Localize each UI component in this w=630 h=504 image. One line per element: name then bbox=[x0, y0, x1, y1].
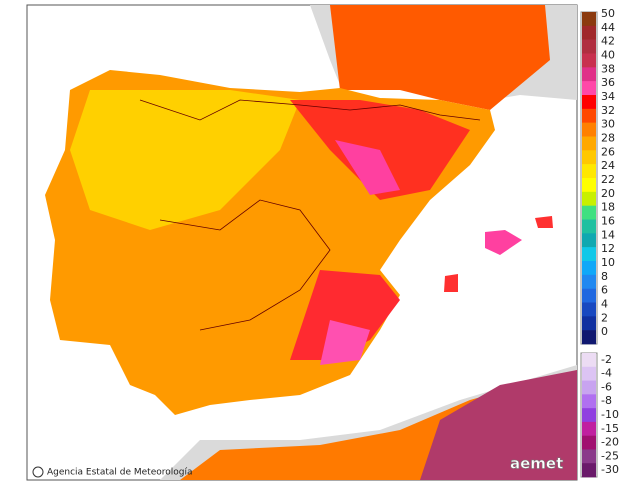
legend-swatch bbox=[582, 408, 596, 423]
legend-label: -20 bbox=[601, 436, 619, 449]
legend-swatch bbox=[582, 247, 596, 262]
legend-label: 34 bbox=[601, 90, 615, 103]
africa-hot bbox=[420, 370, 577, 480]
legend-label: 8 bbox=[601, 270, 608, 283]
legend-swatch bbox=[582, 108, 596, 123]
credit-text: Agencia Estatal de Meteorología bbox=[47, 468, 193, 478]
legend-swatch bbox=[582, 12, 596, 27]
legend-label: -2 bbox=[601, 353, 612, 366]
legend-swatch bbox=[582, 449, 596, 464]
logo-text: aemet bbox=[510, 455, 563, 473]
legend-label: 40 bbox=[601, 49, 615, 62]
legend-swatch bbox=[582, 95, 596, 110]
legend-label: -30 bbox=[601, 463, 619, 476]
legend-swatch bbox=[582, 353, 596, 368]
legend-swatch bbox=[582, 150, 596, 165]
legend-swatch bbox=[582, 394, 596, 409]
legend-label: 32 bbox=[601, 104, 615, 117]
legend-label: -8 bbox=[601, 394, 612, 407]
legend-label: 20 bbox=[601, 187, 615, 200]
legend-swatch bbox=[582, 330, 596, 345]
france-heat bbox=[330, 5, 550, 110]
legend-label: 10 bbox=[601, 256, 615, 269]
legend-label: -4 bbox=[601, 367, 612, 380]
legend-label: 18 bbox=[601, 201, 615, 214]
legend-swatch bbox=[582, 136, 596, 151]
legend-swatch bbox=[582, 274, 596, 289]
copyright-icon bbox=[32, 466, 44, 478]
legend-label: 42 bbox=[601, 35, 615, 48]
legend-swatch bbox=[582, 435, 596, 450]
legend-label: -10 bbox=[601, 408, 619, 421]
legend-swatch bbox=[582, 205, 596, 220]
border-lines bbox=[139, 99, 481, 121]
menorca bbox=[535, 216, 553, 228]
legend-swatch bbox=[582, 191, 596, 206]
legend-swatch bbox=[582, 233, 596, 248]
legend-swatch bbox=[582, 380, 596, 395]
legend-label: 24 bbox=[601, 159, 615, 172]
legend-swatch bbox=[582, 316, 596, 331]
legend-label: 4 bbox=[601, 298, 608, 311]
legend-swatch bbox=[582, 25, 596, 40]
legend-label: -25 bbox=[601, 449, 619, 462]
legend-label: -15 bbox=[601, 422, 619, 435]
legend-swatch bbox=[582, 288, 596, 303]
legend-swatch bbox=[582, 178, 596, 193]
legend-label: 26 bbox=[601, 145, 615, 158]
legend-label: 30 bbox=[601, 118, 615, 131]
legend-label: 36 bbox=[601, 76, 615, 89]
legend-swatch bbox=[582, 366, 596, 381]
legend-label: 22 bbox=[601, 173, 615, 186]
legend-swatch bbox=[582, 67, 596, 82]
ebro-hot bbox=[335, 140, 400, 195]
legend-label: 38 bbox=[601, 62, 615, 75]
legend-swatch bbox=[582, 122, 596, 137]
border-lines bbox=[159, 199, 331, 331]
legend-swatch bbox=[582, 261, 596, 276]
southeast-heat bbox=[290, 270, 400, 360]
ibiza bbox=[444, 274, 458, 292]
legend-swatch bbox=[582, 39, 596, 54]
legend-label: -6 bbox=[601, 380, 612, 393]
legend-swatch bbox=[582, 463, 596, 478]
legend-swatch bbox=[582, 164, 596, 179]
legend-label: 6 bbox=[601, 284, 608, 297]
legend-swatch bbox=[582, 53, 596, 68]
southeast-hot bbox=[320, 320, 370, 365]
north-mild bbox=[70, 90, 300, 230]
legend-label: 14 bbox=[601, 228, 615, 241]
legend-swatch bbox=[582, 219, 596, 234]
legend-label: 50 bbox=[601, 7, 615, 20]
legend-label: 44 bbox=[601, 21, 615, 34]
legend-swatch bbox=[582, 302, 596, 317]
legend-label: 2 bbox=[601, 311, 608, 324]
legend-label: 0 bbox=[601, 325, 608, 338]
mallorca bbox=[485, 230, 522, 255]
legend-label: 16 bbox=[601, 215, 615, 228]
legend-swatch bbox=[582, 81, 596, 96]
legend-swatch bbox=[582, 421, 596, 436]
legend-label: 12 bbox=[601, 242, 615, 255]
legend-label: 28 bbox=[601, 132, 615, 145]
